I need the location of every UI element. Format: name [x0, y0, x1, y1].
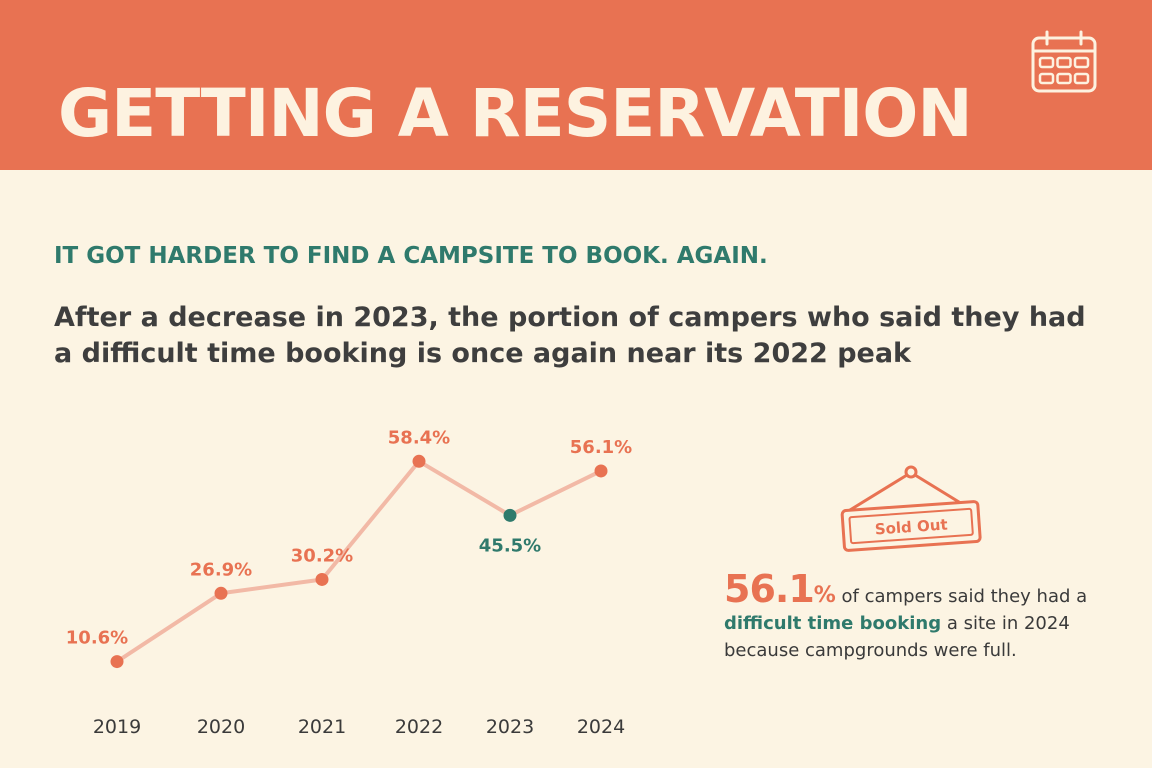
line-chart: 10.6% 2019 26.9% 2020 30.2% 2021 58.4% 2022 45.5… — [66, 427, 632, 738]
data-point — [110, 655, 124, 669]
stat-value: 56.1 — [724, 567, 815, 611]
data-point — [214, 586, 228, 600]
data-point — [503, 508, 517, 522]
data-point — [412, 454, 426, 468]
data-point — [594, 464, 608, 478]
data-label: 45.5% — [479, 535, 541, 556]
x-tick-label: 2022 — [395, 716, 443, 738]
stat-percent-sign: % — [813, 583, 836, 608]
sold-out-sign-icon: Sold Out — [840, 465, 982, 552]
lead-text: After a decrease in 2023, the portion of… — [54, 302, 1086, 369]
x-tick-label: 2020 — [197, 716, 245, 738]
section-subtitle: IT GOT HARDER TO FIND A CAMPSITE TO BOOK… — [54, 243, 768, 269]
sold-out-label: Sold Out — [874, 515, 948, 538]
x-tick-label: 2019 — [93, 716, 141, 738]
stat-text-1: of campers said they had a — [835, 586, 1088, 607]
series-line — [115, 459, 602, 664]
x-tick-label: 2024 — [577, 716, 625, 738]
data-label: 56.1% — [570, 437, 632, 458]
stat-text-2: a site in 2024 because campgrounds were … — [724, 613, 1070, 661]
data-label: 58.4% — [388, 427, 450, 448]
data-label: 10.6% — [66, 628, 128, 649]
header-banner: GETTING A RESERVATION — [0, 0, 1152, 170]
stat-emphasis: difficult time booking — [724, 613, 942, 634]
calendar-icon — [1031, 30, 1097, 93]
data-point — [315, 572, 329, 586]
x-tick-label: 2021 — [298, 716, 346, 738]
stat-callout: 56.1% of campers said they had a difficu… — [724, 570, 1124, 664]
data-label: 26.9% — [190, 559, 252, 580]
page-title: GETTING A RESERVATION — [58, 75, 973, 152]
x-tick-label: 2023 — [486, 716, 534, 738]
data-label: 30.2% — [291, 545, 353, 566]
